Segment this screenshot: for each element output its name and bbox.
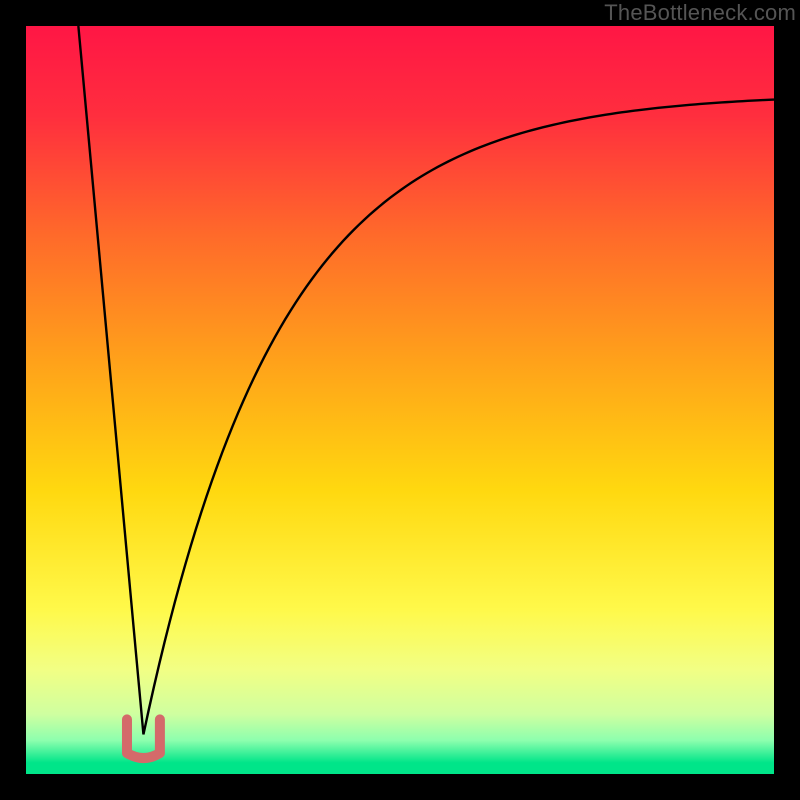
chart-frame: TheBottleneck.com xyxy=(0,0,800,800)
overlay-svg xyxy=(26,26,774,774)
credit-text: TheBottleneck.com xyxy=(604,0,796,26)
plot-area xyxy=(26,26,774,774)
bottleneck-curve xyxy=(78,26,774,734)
